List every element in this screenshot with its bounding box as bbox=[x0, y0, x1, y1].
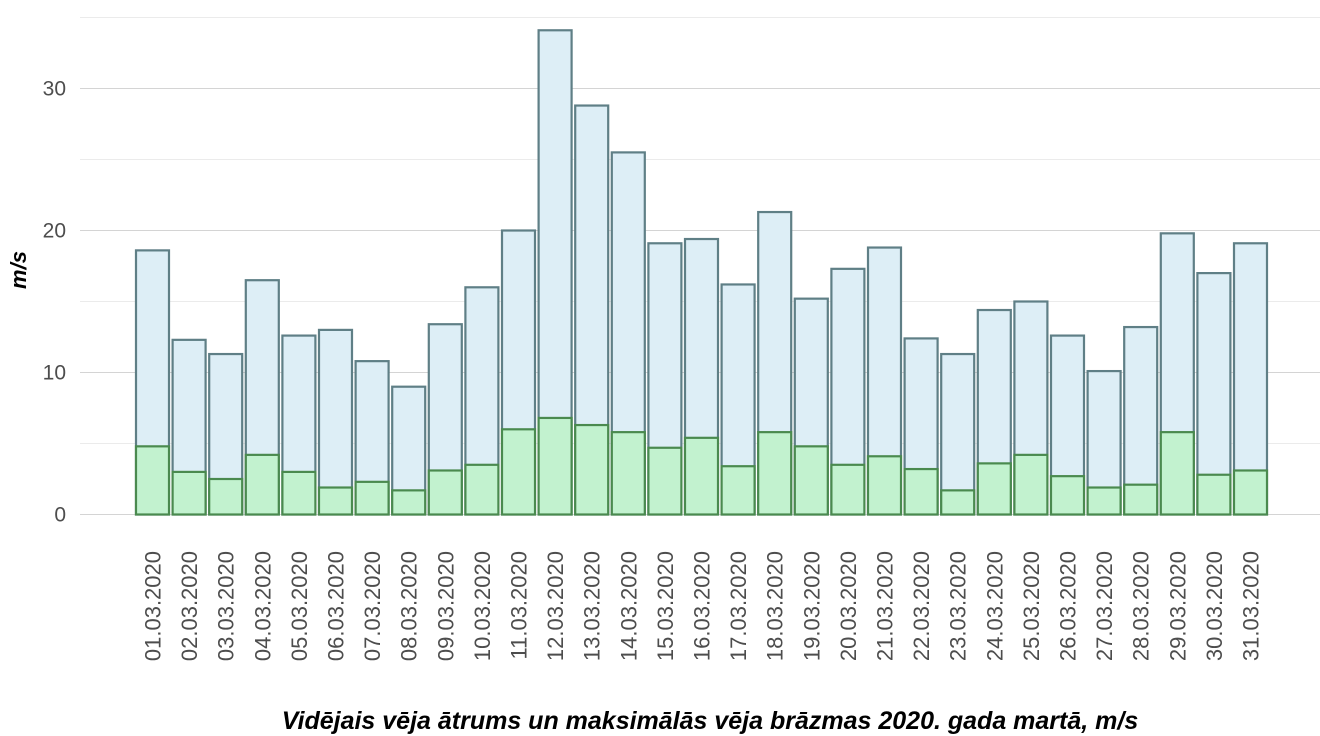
mean-bar bbox=[720, 465, 756, 516]
mean-bar bbox=[464, 463, 500, 516]
mean-bar bbox=[1123, 483, 1159, 516]
y-axis-label: m/s bbox=[6, 251, 31, 289]
x-tick-label: 22.03.2020 bbox=[909, 551, 934, 661]
gust-bar bbox=[317, 328, 354, 516]
x-tick-label: 13.03.2020 bbox=[580, 551, 605, 661]
mean-bar bbox=[903, 467, 939, 516]
mean-bar bbox=[830, 463, 866, 516]
x-tick-label: 16.03.2020 bbox=[690, 551, 715, 661]
x-tick-label: 01.03.2020 bbox=[141, 551, 166, 661]
y-axis-ticks: 0 10 20 30 bbox=[43, 78, 66, 527]
y-tick-label: 10 bbox=[43, 362, 66, 385]
mean-bar bbox=[354, 480, 390, 516]
x-tick-label: 30.03.2020 bbox=[1202, 551, 1227, 661]
mean-bar bbox=[1159, 431, 1195, 516]
x-tick-label: 18.03.2020 bbox=[763, 551, 788, 661]
mean-bar bbox=[317, 486, 354, 516]
x-tick-label: 02.03.2020 bbox=[177, 551, 202, 661]
mean-bar bbox=[1013, 453, 1049, 516]
x-axis-label: Vidējais vēja ātrums un maksimālās vēja … bbox=[282, 707, 1139, 735]
mean-bar bbox=[757, 431, 793, 516]
x-tick-label: 31.03.2020 bbox=[1239, 551, 1264, 661]
x-tick-label: 17.03.2020 bbox=[726, 551, 751, 661]
x-tick-label: 28.03.2020 bbox=[1129, 551, 1154, 661]
mean-bar bbox=[976, 462, 1012, 516]
mean-bar bbox=[1049, 475, 1086, 516]
x-tick-label: 24.03.2020 bbox=[982, 551, 1007, 661]
mean-bar bbox=[134, 445, 171, 516]
x-tick-label: 11.03.2020 bbox=[507, 551, 532, 659]
x-tick-label: 12.03.2020 bbox=[543, 551, 568, 661]
mean-bar bbox=[281, 470, 317, 516]
mean-bar bbox=[1232, 469, 1269, 516]
mean-bar bbox=[574, 423, 610, 516]
gust-bar bbox=[940, 352, 976, 516]
x-tick-label: 04.03.2020 bbox=[250, 551, 275, 661]
x-tick-label: 05.03.2020 bbox=[287, 551, 312, 661]
x-tick-label: 07.03.2020 bbox=[360, 551, 385, 661]
mean-bar bbox=[647, 446, 683, 516]
x-tick-label: 29.03.2020 bbox=[1165, 551, 1190, 661]
mean-bar bbox=[208, 477, 244, 516]
x-tick-label: 10.03.2020 bbox=[470, 551, 495, 661]
mean-bar bbox=[537, 416, 573, 516]
y-tick-label: 20 bbox=[43, 220, 66, 243]
mean-speed-bars bbox=[134, 416, 1269, 516]
x-tick-label: 21.03.2020 bbox=[873, 551, 898, 661]
x-tick-label: 14.03.2020 bbox=[616, 551, 641, 661]
mean-bar bbox=[866, 455, 903, 516]
x-tick-label: 20.03.2020 bbox=[836, 551, 861, 661]
x-tick-label: 09.03.2020 bbox=[433, 551, 458, 661]
x-tick-label: 03.03.2020 bbox=[214, 551, 239, 661]
x-tick-label: 19.03.2020 bbox=[799, 551, 824, 661]
x-tick-label: 23.03.2020 bbox=[946, 551, 971, 661]
x-tick-label: 26.03.2020 bbox=[1056, 551, 1081, 661]
mean-bar bbox=[391, 489, 427, 516]
mean-bar bbox=[500, 428, 537, 516]
y-tick-label: 0 bbox=[54, 504, 66, 527]
x-tick-label: 06.03.2020 bbox=[324, 551, 349, 661]
mean-bar bbox=[244, 453, 280, 516]
mean-bar bbox=[1196, 473, 1232, 516]
mean-bar bbox=[793, 445, 829, 516]
mean-bar bbox=[683, 436, 720, 516]
x-tick-label: 08.03.2020 bbox=[397, 551, 422, 661]
mean-bar bbox=[940, 489, 976, 516]
mean-bar bbox=[1086, 486, 1122, 516]
x-axis-ticks: 01.03.2020 02.03.2020 03.03.2020 04.03.2020… bbox=[141, 551, 1264, 661]
y-tick-label: 30 bbox=[43, 78, 66, 101]
mean-bar bbox=[610, 431, 646, 516]
mean-bar bbox=[171, 470, 207, 516]
x-tick-label: 25.03.2020 bbox=[1019, 551, 1044, 661]
x-tick-label: 27.03.2020 bbox=[1092, 551, 1117, 661]
mean-bar bbox=[427, 469, 463, 516]
x-tick-label: 15.03.2020 bbox=[653, 551, 678, 661]
